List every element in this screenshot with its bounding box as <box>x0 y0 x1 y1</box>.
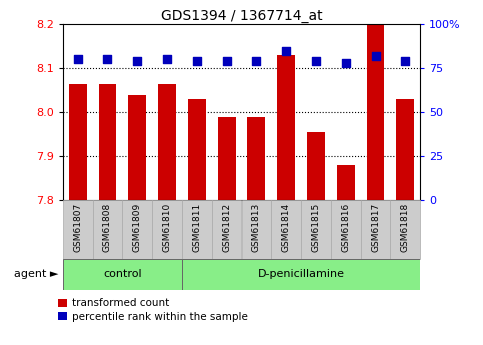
Bar <box>301 200 331 259</box>
Text: agent ►: agent ► <box>14 269 58 279</box>
Bar <box>218 117 236 200</box>
Bar <box>152 200 182 259</box>
Bar <box>122 200 152 259</box>
Bar <box>128 95 146 200</box>
Bar <box>277 55 295 200</box>
Bar <box>69 83 86 200</box>
Text: GSM61814: GSM61814 <box>282 203 291 252</box>
Text: GSM61807: GSM61807 <box>73 203 82 252</box>
Bar <box>182 200 212 259</box>
Bar <box>337 165 355 200</box>
Bar <box>63 200 93 259</box>
Point <box>342 60 350 66</box>
Point <box>282 48 290 53</box>
Bar <box>212 200 242 259</box>
Point <box>401 58 409 64</box>
Text: GSM61818: GSM61818 <box>401 203 410 252</box>
Text: GSM61809: GSM61809 <box>133 203 142 252</box>
Point <box>163 57 171 62</box>
Bar <box>158 83 176 200</box>
Bar <box>390 200 420 259</box>
Text: GSM61815: GSM61815 <box>312 203 320 252</box>
Bar <box>397 99 414 200</box>
Text: D-penicillamine: D-penicillamine <box>257 269 344 279</box>
Bar <box>331 200 361 259</box>
Bar <box>247 117 265 200</box>
Bar <box>99 83 116 200</box>
Bar <box>63 259 182 290</box>
Bar <box>307 132 325 200</box>
Bar <box>182 259 420 290</box>
Text: GSM61811: GSM61811 <box>192 203 201 252</box>
Bar <box>93 200 122 259</box>
Title: GDS1394 / 1367714_at: GDS1394 / 1367714_at <box>161 9 322 23</box>
Bar <box>271 200 301 259</box>
Point <box>312 58 320 64</box>
Bar <box>188 99 206 200</box>
Text: GSM61810: GSM61810 <box>163 203 171 252</box>
Text: GSM61808: GSM61808 <box>103 203 112 252</box>
Point <box>223 58 230 64</box>
Text: GSM61813: GSM61813 <box>252 203 261 252</box>
Point <box>104 57 112 62</box>
Point <box>253 58 260 64</box>
Bar <box>361 200 390 259</box>
Text: GSM61812: GSM61812 <box>222 203 231 252</box>
Point <box>74 57 82 62</box>
Legend: transformed count, percentile rank within the sample: transformed count, percentile rank withi… <box>58 298 248 322</box>
Point <box>193 58 201 64</box>
Text: GSM61817: GSM61817 <box>371 203 380 252</box>
Text: GSM61816: GSM61816 <box>341 203 350 252</box>
Bar <box>367 24 384 200</box>
Point <box>133 58 141 64</box>
Bar <box>242 200 271 259</box>
Point <box>372 53 380 59</box>
Text: control: control <box>103 269 142 279</box>
